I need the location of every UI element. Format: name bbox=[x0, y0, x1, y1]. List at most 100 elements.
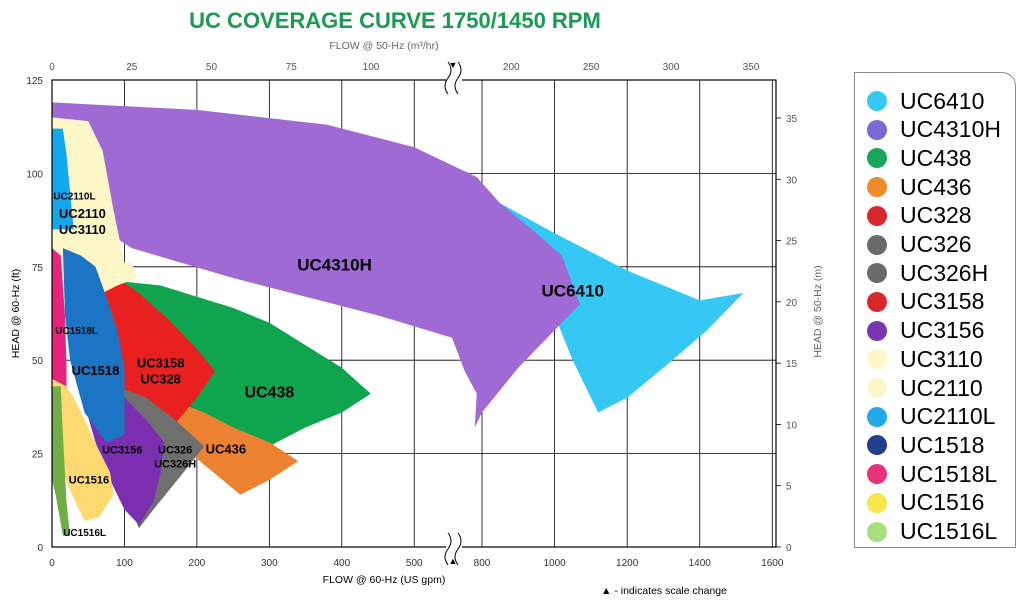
legend-item: UC326H bbox=[867, 259, 988, 287]
y-tick-label-left: 0 bbox=[37, 543, 43, 554]
y-tick-label-left: 125 bbox=[26, 76, 43, 87]
region-label-uc3110: UC2110 bbox=[59, 206, 106, 221]
legend-label: UC3110 bbox=[900, 345, 983, 372]
legend-swatch-icon bbox=[867, 234, 887, 255]
legend-label: UC1518 bbox=[900, 431, 985, 458]
x-tick-label-bottom: 500 bbox=[406, 558, 423, 569]
legend-swatch-icon bbox=[867, 435, 887, 456]
y-tick-label-right: 20 bbox=[786, 298, 798, 309]
axis-break-bottom-icon bbox=[454, 532, 462, 566]
legend-label: UC2110 bbox=[900, 374, 983, 401]
legend-item: UC436 bbox=[867, 173, 972, 201]
region-uc1516 bbox=[52, 378, 114, 521]
legend-label: UC1518L bbox=[900, 460, 998, 487]
y-tick-label-right: 35 bbox=[786, 114, 798, 125]
x-tick-label-bottom: 1600 bbox=[761, 558, 784, 569]
legend-label: UC6410 bbox=[900, 87, 985, 114]
x-tick-label-bottom: 1000 bbox=[543, 558, 566, 569]
legend-item: UC1518L bbox=[867, 460, 997, 488]
legend-swatch-icon bbox=[867, 464, 887, 485]
legend-swatch-icon bbox=[867, 406, 887, 427]
legend-label: UC3158 bbox=[900, 288, 985, 315]
x-tick-label-bottom: 100 bbox=[116, 558, 133, 569]
legend-item: UC326 bbox=[867, 231, 972, 259]
y-tick-label-right: 15 bbox=[786, 359, 798, 370]
legend-item: UC1516 bbox=[867, 489, 984, 517]
x-tick-label-top: 250 bbox=[583, 62, 600, 73]
y-tick-label-right: 5 bbox=[786, 482, 792, 493]
region-label-uc2110l: UC2110L bbox=[53, 192, 95, 203]
legend-swatch-icon bbox=[867, 492, 887, 513]
legend-item: UC3110 bbox=[867, 345, 983, 373]
x-tick-label-top: 50 bbox=[206, 62, 218, 73]
axis-break-top-icon bbox=[454, 61, 462, 95]
x-tick-label-bottom: 400 bbox=[333, 558, 350, 569]
region-label-uc1516l: UC1516L bbox=[63, 528, 106, 539]
axis-break-bottom-icon bbox=[444, 532, 452, 566]
legend-swatch-icon bbox=[867, 320, 887, 341]
region-label-uc436: UC436 bbox=[206, 442, 246, 457]
y-tick-label-right: 30 bbox=[786, 175, 798, 186]
region-label-uc326: UC326 bbox=[158, 445, 192, 457]
legend-swatch-icon bbox=[867, 349, 887, 370]
legend-label: UC2110L bbox=[900, 403, 996, 430]
x-tick-label-top: 25 bbox=[126, 62, 138, 73]
legend-item: UC328 bbox=[867, 202, 972, 230]
x-tick-label-top: 100 bbox=[363, 62, 380, 73]
legend-label: UC328 bbox=[900, 202, 972, 229]
legend-swatch-icon bbox=[867, 148, 887, 169]
chart-title: UC COVERAGE CURVE 1750/1450 RPM bbox=[189, 8, 601, 33]
legend-swatch-icon bbox=[867, 378, 887, 398]
x-axis-label-bottom: FLOW @ 60-Hz (US gpm) bbox=[323, 574, 446, 586]
scale-change-note: ▲ - indicates scale change bbox=[601, 585, 727, 597]
region-label-uc6410: UC6410 bbox=[542, 282, 604, 301]
legend-swatch-icon bbox=[867, 119, 887, 140]
legend-item: UC4310H bbox=[867, 116, 1001, 144]
region-label-uc1518: UC1518 bbox=[72, 363, 120, 378]
region-label-uc3110: UC3110 bbox=[59, 222, 106, 237]
plot-frame bbox=[51, 79, 777, 548]
x-tick-label-top: 0 bbox=[49, 62, 55, 73]
legend-label: UC326H bbox=[900, 259, 989, 286]
legend-swatch-icon bbox=[867, 177, 887, 198]
scale-change-top-icon: ▼ bbox=[449, 60, 458, 70]
x-tick-label-top: 75 bbox=[286, 62, 298, 73]
legend-swatch-icon bbox=[867, 91, 887, 111]
region-label-uc3156: UC3156 bbox=[102, 445, 142, 457]
legend-swatch-icon bbox=[867, 521, 887, 542]
x-tick-label-top: 350 bbox=[743, 62, 760, 73]
legend-item: UC2110 bbox=[867, 374, 983, 402]
region-label-uc4310h: UC4310H bbox=[297, 256, 372, 275]
x-axis-label-top: FLOW @ 50-Hz (m³/hr) bbox=[329, 40, 438, 52]
legend-label: UC438 bbox=[900, 144, 972, 171]
region-label-uc1518l: UC1518L bbox=[55, 326, 98, 337]
x-tick-label-bottom: 1400 bbox=[689, 558, 712, 569]
scale-change-bottom-icon: ▲ bbox=[449, 556, 458, 566]
x-tick-label-bottom: 300 bbox=[261, 558, 278, 569]
y-tick-label-right: 0 bbox=[786, 543, 792, 554]
legend-item: UC2110L bbox=[867, 403, 995, 431]
legend-item: UC1516L bbox=[867, 518, 997, 546]
region-uc1518 bbox=[62, 248, 125, 443]
y-axis-label-left: HEAD @ 60-Hz (ft) bbox=[10, 269, 22, 358]
region-uc4310h bbox=[52, 102, 580, 428]
legend-item: UC3158 bbox=[867, 288, 984, 316]
legend-item: UC438 bbox=[867, 144, 972, 172]
y-axis-label-right: HEAD @ 50-Hz (m) bbox=[812, 265, 824, 357]
legend-label: UC4310H bbox=[900, 116, 1001, 143]
x-tick-label-top: 200 bbox=[503, 62, 520, 73]
x-tick-label-bottom: 1200 bbox=[616, 558, 639, 569]
y-tick-label-right: 25 bbox=[786, 237, 798, 248]
legend-label: UC1516 bbox=[900, 489, 985, 516]
legend: UC6410 UC4310H UC438 UC436 UC328 UC326 UC326H U… bbox=[854, 72, 1016, 548]
y-tick-label-left: 75 bbox=[32, 263, 44, 274]
legend-label: UC436 bbox=[900, 173, 972, 200]
x-tick-label-bottom: 800 bbox=[474, 558, 491, 569]
axis-break-top-icon bbox=[444, 61, 452, 95]
legend-label: UC326 bbox=[900, 231, 972, 257]
region-label-uc438: UC438 bbox=[244, 385, 294, 402]
y-tick-label-left: 50 bbox=[32, 356, 44, 367]
axis-break-mask-bottom bbox=[446, 545, 462, 569]
y-tick-label-left: 25 bbox=[32, 450, 44, 461]
